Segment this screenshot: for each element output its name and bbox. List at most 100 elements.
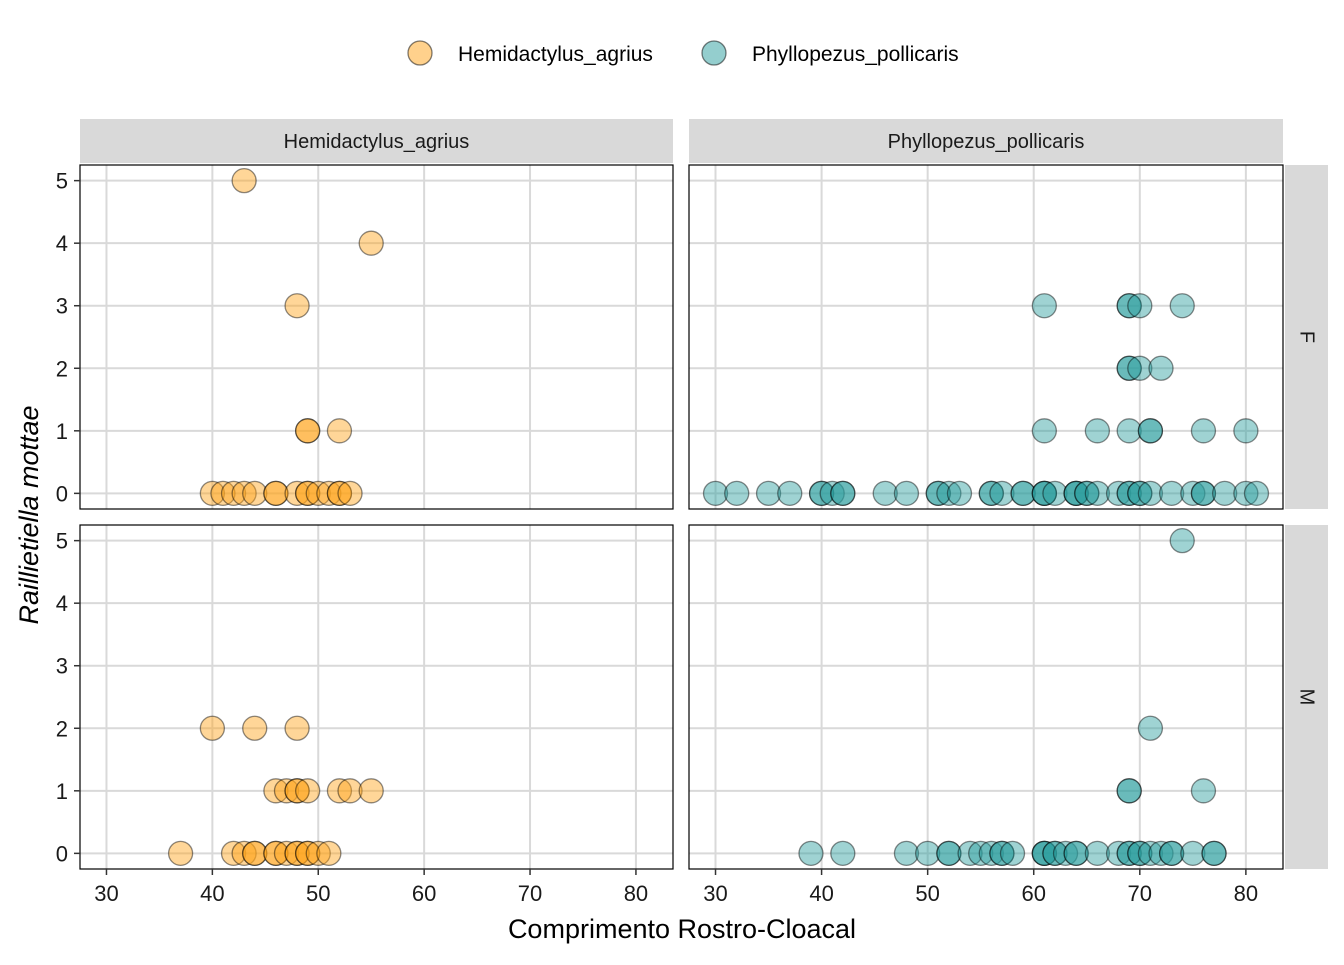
panel-Hemidactylus_agrius-M — [79, 524, 674, 870]
data-point — [263, 778, 289, 804]
data-point — [819, 480, 845, 507]
data-point — [358, 230, 384, 256]
facet-strip-M — [1285, 525, 1328, 869]
data-point — [316, 480, 342, 507]
data-point — [295, 480, 321, 507]
data-point — [1031, 840, 1057, 867]
data-point — [284, 840, 310, 867]
data-point — [702, 480, 729, 507]
data-point — [1137, 418, 1164, 444]
facet-strip-Phyllopezus_pollicaris — [689, 119, 1283, 163]
data-point — [1116, 480, 1142, 507]
legend-key-Phyllopezus_pollicaris — [701, 40, 727, 66]
data-point — [326, 778, 353, 804]
data-point — [1052, 840, 1079, 867]
data-point — [295, 480, 321, 507]
data-point — [1042, 840, 1068, 867]
data-point — [1190, 778, 1217, 804]
data-point — [1169, 527, 1195, 554]
facet-strip-label-Hemidactylus_agrius: Hemidactylus_agrius — [284, 131, 470, 153]
data-point — [1158, 840, 1185, 867]
data-point — [1127, 840, 1153, 867]
data-point — [1031, 480, 1057, 507]
data-point — [210, 480, 236, 507]
data-point — [1190, 480, 1217, 507]
data-point — [284, 778, 310, 804]
data-point — [1031, 840, 1057, 867]
facet-panels: Hemidactylus_agrius Phyllopezus_pollicari… — [56, 119, 1328, 906]
data-point — [295, 418, 321, 444]
data-point — [808, 480, 835, 507]
y-tick-label: 2 — [56, 716, 68, 741]
data-point — [925, 480, 951, 507]
data-point — [978, 480, 1004, 507]
y-tick-label: 1 — [56, 779, 68, 804]
data-point — [337, 480, 363, 507]
data-point — [326, 480, 353, 507]
data-point — [1190, 418, 1217, 444]
panel-background — [80, 525, 673, 869]
data-point — [284, 480, 310, 507]
data-point — [1116, 778, 1142, 804]
data-point — [316, 840, 342, 867]
data-point — [1127, 480, 1153, 507]
data-point — [1084, 418, 1111, 444]
data-point — [1010, 480, 1036, 507]
panel-Hemidactylus_agrius-F — [79, 164, 674, 510]
x-tick-label: 80 — [624, 881, 648, 906]
data-point — [1212, 480, 1238, 507]
data-point — [1180, 840, 1206, 867]
data-point — [830, 840, 856, 867]
data-point — [326, 480, 353, 507]
data-point — [968, 840, 994, 867]
data-point — [242, 840, 268, 867]
data-point — [978, 840, 1004, 867]
panel-border — [79, 164, 674, 510]
x-tick-label: 80 — [1234, 881, 1258, 906]
data-point — [231, 480, 257, 507]
data-point — [1137, 480, 1164, 507]
x-tick-label: 40 — [809, 881, 833, 906]
data-point — [1233, 480, 1259, 507]
data-point — [263, 840, 289, 867]
data-point — [284, 840, 310, 867]
y-tick-label: 4 — [56, 591, 68, 616]
data-point — [808, 480, 835, 507]
data-point — [936, 480, 962, 507]
x-tick-label: 30 — [703, 881, 727, 906]
y-tick-label: 4 — [56, 231, 68, 256]
y-tick-label: 3 — [56, 654, 68, 679]
data-point — [231, 840, 257, 867]
data-point — [1148, 840, 1174, 867]
data-point — [1116, 355, 1142, 381]
data-point — [999, 840, 1026, 867]
data-point — [273, 840, 300, 867]
data-point — [1031, 840, 1057, 867]
data-point — [337, 778, 363, 804]
data-point — [830, 480, 856, 507]
facet-strip-label-M: M — [1296, 689, 1318, 706]
data-point — [1233, 418, 1259, 444]
data-point — [893, 840, 920, 867]
data-point — [1148, 355, 1174, 381]
panel-border — [79, 524, 674, 870]
data-point — [1116, 293, 1142, 319]
data-point — [989, 480, 1015, 507]
data-point — [1116, 840, 1142, 867]
data-point — [1127, 293, 1153, 319]
data-point — [1074, 480, 1100, 507]
data-point — [1063, 480, 1089, 507]
data-point — [199, 715, 226, 741]
data-point — [755, 480, 782, 507]
data-point — [1158, 840, 1185, 867]
y-tick-label: 0 — [56, 481, 68, 506]
data-point — [724, 480, 750, 507]
data-point — [284, 293, 310, 319]
data-point — [1158, 480, 1185, 507]
data-point — [1116, 480, 1142, 507]
data-point — [305, 480, 331, 507]
x-tick-label: 70 — [518, 881, 542, 906]
data-point — [777, 480, 803, 507]
data-point — [893, 480, 920, 507]
